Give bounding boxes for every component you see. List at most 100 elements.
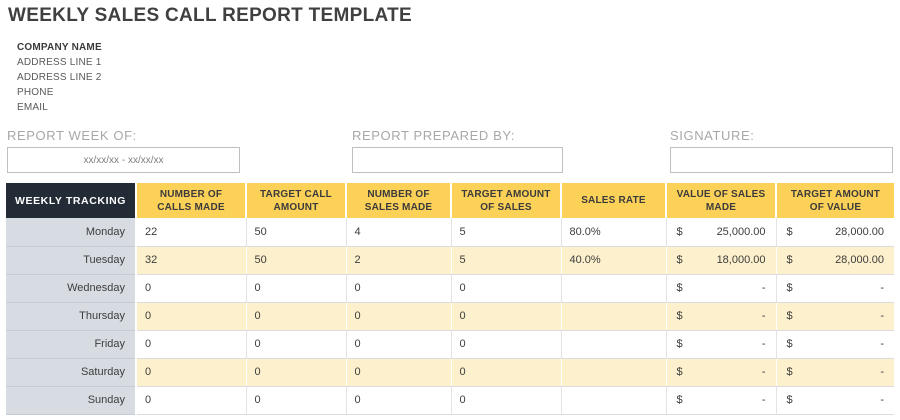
cell-sales-made[interactable]: 0 bbox=[346, 386, 452, 415]
row-saturday: Saturday 0 0 0 0 $ - $ - bbox=[6, 358, 894, 387]
cell-sales-made[interactable]: 4 bbox=[346, 218, 452, 247]
weekly-tracking-table: WEEKLY TRACKING NUMBER OF CALLS MADE TAR… bbox=[6, 183, 894, 415]
cell-target-calls[interactable]: 50 bbox=[246, 246, 347, 275]
row-friday: Friday 0 0 0 0 $ - $ - bbox=[6, 330, 894, 359]
cell-target-sales[interactable]: 5 bbox=[451, 246, 562, 275]
header-target-call-amount: TARGET CALL AMOUNT bbox=[245, 183, 346, 218]
currency-amount: - bbox=[880, 366, 884, 378]
currency-amount: 18,000.00 bbox=[716, 254, 766, 266]
cell-sales-rate[interactable] bbox=[561, 302, 667, 331]
cell-target-calls[interactable]: 0 bbox=[246, 386, 347, 415]
day-label-sunday: Sunday bbox=[6, 386, 137, 415]
cell-target-value[interactable]: $ - bbox=[776, 274, 894, 303]
header-sales-rate: SALES RATE bbox=[560, 183, 666, 218]
header-weekly-tracking: WEEKLY TRACKING bbox=[6, 183, 136, 218]
company-phone: PHONE bbox=[17, 87, 54, 98]
cell-calls-made[interactable]: 22 bbox=[136, 218, 247, 247]
cell-calls-made[interactable]: 0 bbox=[136, 302, 247, 331]
company-info-block: COMPANY NAME ADDRESS LINE 1 ADDRESS LINE… bbox=[17, 40, 102, 115]
cell-calls-made[interactable]: 0 bbox=[136, 386, 247, 415]
cell-target-value[interactable]: $ - bbox=[776, 302, 894, 331]
day-label-thursday: Thursday bbox=[6, 302, 137, 331]
company-name: COMPANY NAME bbox=[17, 42, 102, 53]
cell-value-of-sales[interactable]: $ - bbox=[666, 330, 777, 359]
header-number-of-calls-made: NUMBER OF CALLS MADE bbox=[135, 183, 246, 218]
day-label-tuesday: Tuesday bbox=[6, 246, 137, 275]
cell-sales-rate[interactable] bbox=[561, 274, 667, 303]
cell-sales-rate[interactable] bbox=[561, 358, 667, 387]
day-label-saturday: Saturday bbox=[6, 358, 137, 387]
cell-target-calls[interactable]: 50 bbox=[246, 218, 347, 247]
currency-symbol: $ bbox=[786, 394, 793, 406]
row-wednesday: Wednesday 0 0 0 0 $ - $ - bbox=[6, 274, 894, 303]
report-week-label: REPORT WEEK OF: bbox=[7, 128, 137, 143]
day-label-wednesday: Wednesday bbox=[6, 274, 137, 303]
cell-sales-rate[interactable]: 40.0% bbox=[561, 246, 667, 275]
cell-calls-made[interactable]: 32 bbox=[136, 246, 247, 275]
signature-input[interactable] bbox=[670, 147, 893, 173]
currency-symbol: $ bbox=[676, 338, 683, 350]
row-tuesday: Tuesday 32 50 2 5 40.0% $ 18,000.00 $ 28… bbox=[6, 246, 894, 275]
company-address-line-1: ADDRESS LINE 1 bbox=[17, 57, 102, 68]
cell-target-calls[interactable]: 0 bbox=[246, 274, 347, 303]
currency-symbol: $ bbox=[676, 282, 683, 294]
cell-target-value[interactable]: $ - bbox=[776, 330, 894, 359]
currency-symbol: $ bbox=[786, 366, 793, 378]
cell-calls-made[interactable]: 0 bbox=[136, 330, 247, 359]
cell-target-value[interactable]: $ - bbox=[776, 358, 894, 387]
cell-target-value[interactable]: $ 28,000.00 bbox=[776, 246, 894, 275]
cell-target-calls[interactable]: 0 bbox=[246, 358, 347, 387]
currency-symbol: $ bbox=[786, 310, 793, 322]
currency-amount: - bbox=[761, 310, 766, 322]
currency-symbol: $ bbox=[786, 254, 793, 266]
currency-symbol: $ bbox=[786, 338, 793, 350]
signature-field: SIGNATURE: bbox=[670, 128, 893, 173]
cell-target-calls[interactable]: 0 bbox=[246, 302, 347, 331]
cell-target-calls[interactable]: 0 bbox=[246, 330, 347, 359]
currency-symbol: $ bbox=[676, 310, 683, 322]
day-label-monday: Monday bbox=[6, 218, 137, 247]
currency-amount: - bbox=[880, 338, 884, 350]
cell-target-value[interactable]: $ 28,000.00 bbox=[776, 218, 894, 247]
currency-amount: - bbox=[761, 282, 766, 294]
cell-calls-made[interactable]: 0 bbox=[136, 358, 247, 387]
currency-amount: - bbox=[761, 366, 766, 378]
cell-target-value[interactable]: $ - bbox=[776, 386, 894, 415]
cell-sales-rate[interactable]: 80.0% bbox=[561, 218, 667, 247]
currency-amount: - bbox=[880, 310, 884, 322]
day-label-friday: Friday bbox=[6, 330, 137, 359]
report-prepared-by-label: REPORT PREPARED BY: bbox=[352, 128, 516, 143]
currency-symbol: $ bbox=[786, 282, 793, 294]
cell-sales-made[interactable]: 0 bbox=[346, 330, 452, 359]
cell-sales-made[interactable]: 0 bbox=[346, 274, 452, 303]
header-value-of-sales-made: VALUE OF SALES MADE bbox=[665, 183, 776, 218]
cell-target-sales[interactable]: 0 bbox=[451, 274, 562, 303]
report-prepared-by-field: REPORT PREPARED BY: bbox=[352, 128, 563, 173]
cell-value-of-sales[interactable]: $ 18,000.00 bbox=[666, 246, 777, 275]
report-prepared-by-input[interactable] bbox=[352, 147, 563, 173]
cell-calls-made[interactable]: 0 bbox=[136, 274, 247, 303]
cell-sales-made[interactable]: 0 bbox=[346, 302, 452, 331]
cell-target-sales[interactable]: 0 bbox=[451, 358, 562, 387]
currency-amount: 28,000.00 bbox=[835, 254, 884, 266]
row-monday: Monday 22 50 4 5 80.0% $ 25,000.00 $ 28,… bbox=[6, 218, 894, 247]
cell-target-sales[interactable]: 0 bbox=[451, 386, 562, 415]
report-week-input[interactable] bbox=[7, 147, 240, 173]
cell-target-sales[interactable]: 5 bbox=[451, 218, 562, 247]
cell-target-sales[interactable]: 0 bbox=[451, 330, 562, 359]
cell-value-of-sales[interactable]: $ - bbox=[666, 358, 777, 387]
cell-sales-rate[interactable] bbox=[561, 386, 667, 415]
cell-sales-made[interactable]: 0 bbox=[346, 358, 452, 387]
cell-sales-made[interactable]: 2 bbox=[346, 246, 452, 275]
cell-value-of-sales[interactable]: $ - bbox=[666, 274, 777, 303]
cell-value-of-sales[interactable]: $ 25,000.00 bbox=[666, 218, 777, 247]
cell-target-sales[interactable]: 0 bbox=[451, 302, 562, 331]
row-thursday: Thursday 0 0 0 0 $ - $ - bbox=[6, 302, 894, 331]
currency-amount: - bbox=[880, 282, 884, 294]
cell-value-of-sales[interactable]: $ - bbox=[666, 302, 777, 331]
cell-value-of-sales[interactable]: $ - bbox=[666, 386, 777, 415]
currency-symbol: $ bbox=[676, 225, 683, 238]
cell-sales-rate[interactable] bbox=[561, 330, 667, 359]
currency-symbol: $ bbox=[676, 366, 683, 378]
